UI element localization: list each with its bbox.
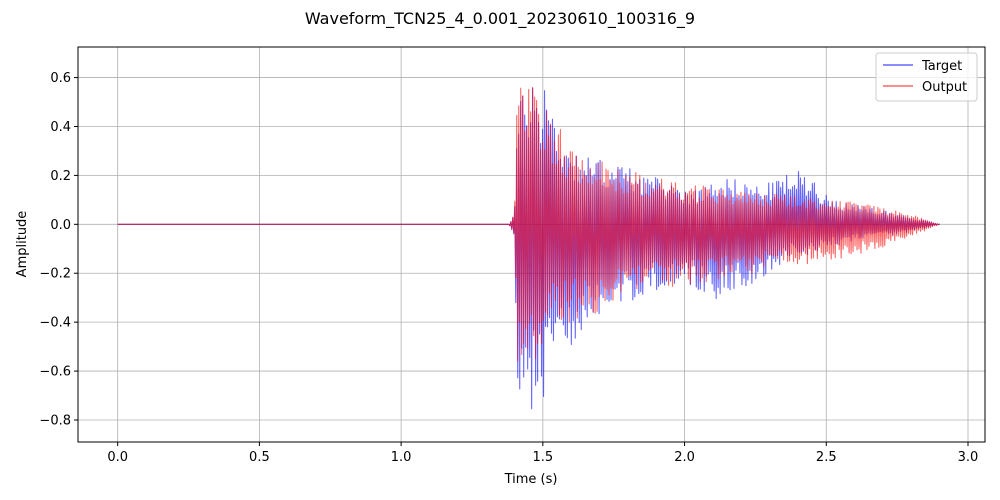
legend-label-target: Target: [921, 59, 962, 74]
legend-label-output: Output: [922, 80, 967, 95]
y-tick-label: −0.2: [39, 267, 71, 282]
x-tick-label: 0.5: [249, 450, 270, 465]
y-tick-label: 0.4: [50, 120, 71, 135]
y-tick-label: 0.2: [50, 169, 71, 184]
x-tick-label: 2.5: [816, 450, 837, 465]
series-line-output: [117, 86, 940, 362]
y-tick-label: −0.8: [39, 413, 71, 428]
plot-area: 0.0 0.5 1.0 1.5 2.0 2.5 3.0 −0.8 −0.6 −0.4 −0.2 0.0…: [39, 46, 986, 465]
chart-title: Waveform_TCN25_4_0.001_20230610_100316_9: [305, 9, 695, 29]
x-tick-label: 3.0: [958, 450, 979, 465]
y-tick-label: −0.6: [39, 365, 71, 380]
x-tick-label: 2.0: [674, 450, 695, 465]
x-axis-label: Time (s): [504, 472, 558, 487]
y-tick-label: −0.4: [39, 316, 71, 331]
y-tick-label: 0.6: [50, 71, 71, 86]
legend: Target Output: [875, 52, 978, 102]
plot-frame: [77, 46, 986, 443]
x-tick-label: 0.0: [107, 450, 128, 465]
x-tick-label: 1.5: [532, 450, 553, 465]
x-tick-label: 1.0: [391, 450, 412, 465]
y-axis-label: Amplitude: [15, 211, 30, 278]
y-tick-label: 0.0: [50, 218, 71, 233]
